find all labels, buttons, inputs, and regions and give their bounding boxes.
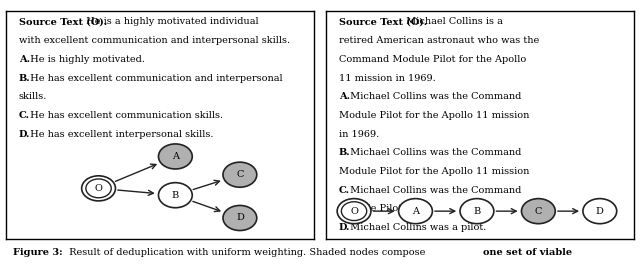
Text: A.: A. xyxy=(339,92,349,101)
Text: A: A xyxy=(172,152,179,161)
Text: He has excellent communication skills.: He has excellent communication skills. xyxy=(27,111,223,120)
Text: Source Text (O).: Source Text (O). xyxy=(19,17,107,26)
Text: O: O xyxy=(350,207,358,216)
Text: Module Pilot.: Module Pilot. xyxy=(339,204,405,213)
Text: Command Module Pilot for the Apollo: Command Module Pilot for the Apollo xyxy=(339,55,526,64)
Text: skills.: skills. xyxy=(19,92,47,101)
Text: He has excellent interpersonal skills.: He has excellent interpersonal skills. xyxy=(27,130,213,139)
Text: 11 mission in 1969.: 11 mission in 1969. xyxy=(339,73,435,82)
Text: Module Pilot for the Apollo 11 mission: Module Pilot for the Apollo 11 mission xyxy=(339,111,529,120)
Circle shape xyxy=(159,144,192,169)
Circle shape xyxy=(583,199,617,224)
Text: C.: C. xyxy=(339,186,349,195)
Circle shape xyxy=(82,176,115,201)
Circle shape xyxy=(337,199,371,224)
Text: Result of deduplication with uniform weighting. Shaded nodes compose: Result of deduplication with uniform wei… xyxy=(67,248,429,257)
Text: A: A xyxy=(412,207,419,216)
Text: retired American astronaut who was the: retired American astronaut who was the xyxy=(339,36,539,45)
Text: Michael Collins was a pilot.: Michael Collins was a pilot. xyxy=(347,223,486,232)
Text: D: D xyxy=(236,214,244,223)
Text: Michael Collins was the Command: Michael Collins was the Command xyxy=(347,186,521,195)
Circle shape xyxy=(223,162,257,187)
Text: Michael Collins was the Command: Michael Collins was the Command xyxy=(347,148,521,157)
Text: B.: B. xyxy=(339,148,350,157)
Text: Michael Collins was the Command: Michael Collins was the Command xyxy=(347,92,521,101)
Text: B: B xyxy=(172,191,179,200)
Circle shape xyxy=(223,205,257,231)
Text: D.: D. xyxy=(339,223,350,232)
Text: Module Pilot for the Apollo 11 mission: Module Pilot for the Apollo 11 mission xyxy=(339,167,529,176)
Text: with excellent communication and interpersonal skills.: with excellent communication and interpe… xyxy=(19,36,290,45)
Text: in 1969.: in 1969. xyxy=(339,130,379,139)
Circle shape xyxy=(159,183,192,208)
Text: one set of viable: one set of viable xyxy=(483,248,573,257)
Text: He is a highly motivated individual: He is a highly motivated individual xyxy=(83,17,258,26)
Text: Figure 3:: Figure 3: xyxy=(13,248,62,257)
Circle shape xyxy=(460,199,494,224)
Text: Michael Collins is a: Michael Collins is a xyxy=(403,17,502,26)
Text: A.: A. xyxy=(19,55,29,64)
Text: D: D xyxy=(596,207,604,216)
Text: B: B xyxy=(474,207,481,216)
Text: C.: C. xyxy=(19,111,29,120)
Circle shape xyxy=(399,199,433,224)
Circle shape xyxy=(522,199,556,224)
Text: Source Text (O).: Source Text (O). xyxy=(339,17,427,26)
Text: He has excellent communication and interpersonal: He has excellent communication and inter… xyxy=(27,73,282,82)
Text: D.: D. xyxy=(19,130,30,139)
Text: B.: B. xyxy=(19,73,30,82)
Text: C: C xyxy=(534,207,542,216)
Text: C: C xyxy=(236,170,244,179)
Text: O: O xyxy=(95,184,102,193)
Text: He is highly motivated.: He is highly motivated. xyxy=(27,55,145,64)
